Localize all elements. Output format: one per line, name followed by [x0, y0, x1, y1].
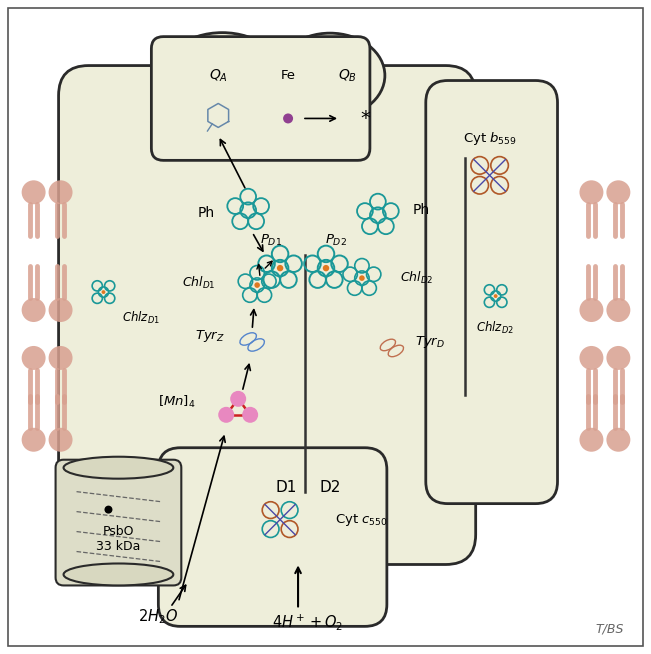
Text: $Chlz_{D2}$: $Chlz_{D2}$: [476, 320, 514, 336]
Text: $Q_B$: $Q_B$: [339, 67, 357, 84]
Circle shape: [493, 294, 497, 298]
Circle shape: [49, 346, 72, 370]
Circle shape: [104, 506, 113, 513]
Text: Cyt $b_{559}$: Cyt $b_{559}$: [463, 130, 516, 147]
Text: $Tyr_Z$: $Tyr_Z$: [195, 328, 225, 344]
Circle shape: [21, 428, 46, 452]
FancyBboxPatch shape: [426, 80, 557, 504]
FancyBboxPatch shape: [158, 448, 387, 627]
Circle shape: [21, 181, 46, 204]
Circle shape: [579, 298, 603, 322]
Text: $4H^+ + O_2$: $4H^+ + O_2$: [272, 612, 344, 632]
Text: $Tyr_D$: $Tyr_D$: [415, 334, 445, 350]
Circle shape: [49, 181, 72, 204]
Circle shape: [21, 298, 46, 322]
Text: Ph: Ph: [413, 203, 430, 217]
Circle shape: [242, 407, 258, 422]
Circle shape: [579, 346, 603, 370]
Text: $[Mn]_4$: $[Mn]_4$: [158, 394, 195, 410]
FancyBboxPatch shape: [59, 65, 476, 564]
Text: *: *: [360, 109, 370, 128]
Circle shape: [245, 207, 251, 213]
Circle shape: [283, 113, 293, 124]
Text: PsbO
33 kDa: PsbO 33 kDa: [96, 525, 141, 553]
Circle shape: [21, 346, 46, 370]
Circle shape: [606, 428, 630, 452]
Text: $P_{D1}$: $P_{D1}$: [260, 233, 282, 248]
Text: Cyt $c_{550}$: Cyt $c_{550}$: [335, 511, 388, 528]
Text: D1: D1: [275, 479, 297, 494]
FancyBboxPatch shape: [8, 8, 643, 646]
Circle shape: [606, 298, 630, 322]
Circle shape: [323, 265, 329, 271]
Text: $Chl_{D1}$: $Chl_{D1}$: [182, 275, 215, 291]
Circle shape: [579, 428, 603, 452]
Circle shape: [277, 265, 283, 271]
Text: $Q_A$: $Q_A$: [209, 67, 228, 84]
Ellipse shape: [64, 564, 173, 585]
Text: Fe: Fe: [281, 69, 296, 82]
Circle shape: [102, 290, 105, 294]
Circle shape: [606, 181, 630, 204]
Circle shape: [218, 407, 234, 422]
Text: T/BS: T/BS: [595, 623, 624, 636]
Circle shape: [230, 391, 246, 407]
Text: D2: D2: [319, 479, 340, 494]
Circle shape: [375, 212, 381, 218]
Text: $Chl_{D2}$: $Chl_{D2}$: [400, 270, 434, 286]
Circle shape: [255, 283, 260, 288]
Ellipse shape: [158, 33, 287, 132]
FancyBboxPatch shape: [152, 37, 370, 160]
FancyBboxPatch shape: [55, 460, 182, 585]
Text: $P_{D2}$: $P_{D2}$: [325, 233, 347, 248]
Ellipse shape: [64, 456, 173, 479]
Circle shape: [49, 298, 72, 322]
Text: $Chlz_{D1}$: $Chlz_{D1}$: [122, 310, 160, 326]
FancyBboxPatch shape: [163, 50, 358, 141]
Circle shape: [359, 275, 365, 281]
Text: Ph: Ph: [198, 206, 215, 220]
Circle shape: [606, 346, 630, 370]
Circle shape: [579, 181, 603, 204]
Ellipse shape: [275, 33, 385, 118]
Circle shape: [49, 428, 72, 452]
Text: $2H_2O$: $2H_2O$: [138, 607, 178, 626]
